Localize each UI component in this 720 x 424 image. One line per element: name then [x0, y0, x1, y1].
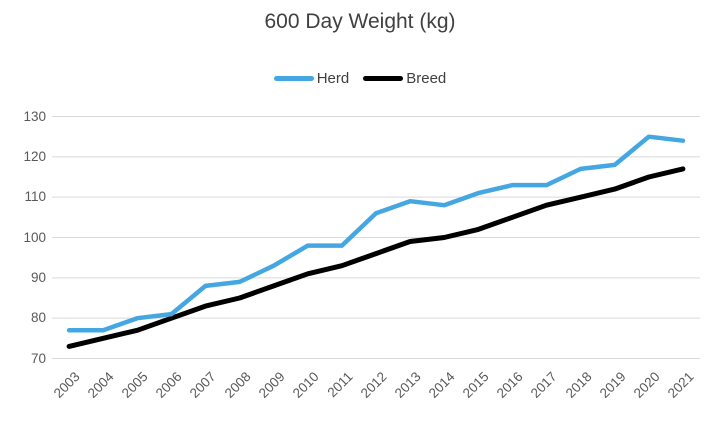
- y-tick-label: 70: [30, 350, 46, 366]
- chart-title: 600 Day Weight (kg): [264, 10, 456, 33]
- legend-label-breed: Breed: [406, 69, 447, 87]
- chart-legend: Herd Breed: [0, 68, 720, 88]
- herd-line-swatch: [273, 75, 314, 81]
- y-tick-label: 110: [24, 189, 46, 205]
- herd-line: [66, 134, 686, 333]
- y-tick-label: 120: [23, 148, 46, 164]
- legend-label-herd: Herd: [316, 69, 350, 87]
- breed-line: [66, 166, 686, 349]
- legend-item-breed: Breed: [363, 70, 446, 87]
- y-tick-label: 90: [30, 269, 46, 285]
- legend-item-herd: Herd: [273, 69, 350, 87]
- y-tick-label: 130: [23, 108, 46, 124]
- y-tick-label: 100: [23, 229, 46, 245]
- gridlines: [52, 116, 700, 359]
- y-tick-label: 80: [30, 310, 46, 326]
- breed-line-swatch: [363, 75, 404, 81]
